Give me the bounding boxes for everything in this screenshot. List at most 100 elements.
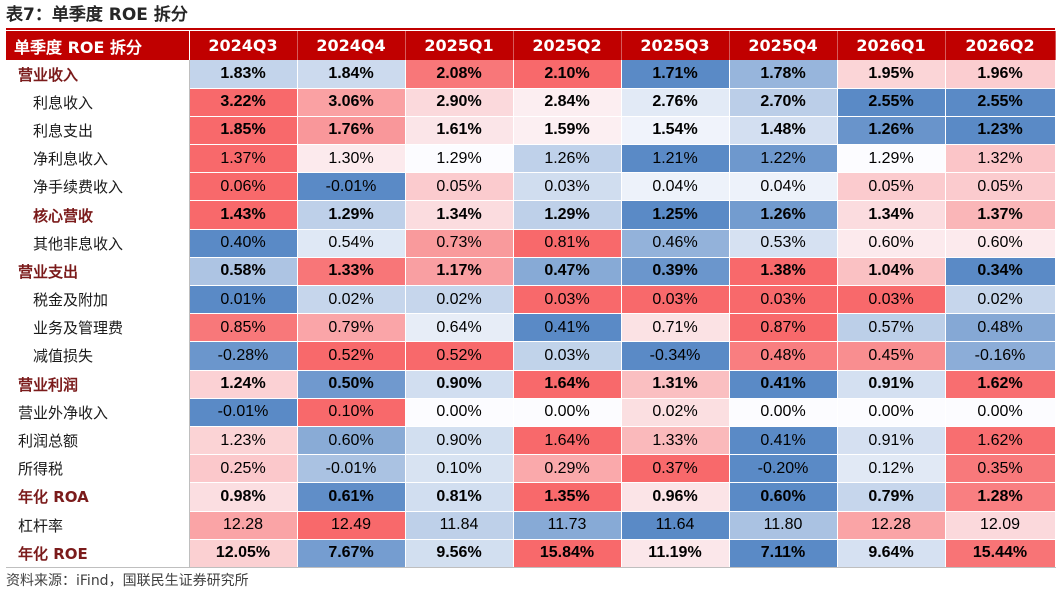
table-row: 税金及附加 0.01% 0.02% 0.02% 0.03% 0.03% 0.03% 0.03%… — [6, 285, 1056, 315]
table-cell: 0.47% — [513, 257, 622, 287]
table-cell: 0.48% — [945, 313, 1056, 343]
table-cell: 0.91% — [837, 370, 946, 399]
table-cell: 2.70% — [729, 88, 838, 117]
table-cell: 0.58% — [189, 257, 298, 287]
table-cell: 0.03% — [513, 172, 622, 202]
table-cell: 0.81% — [513, 229, 622, 258]
table-cell: 0.03% — [729, 285, 838, 315]
table-cell: 0.41% — [513, 313, 622, 343]
table-cell: 11.64 — [621, 511, 730, 540]
table-cell: 0.90% — [405, 426, 514, 456]
table-cell: 0.79% — [837, 482, 946, 512]
table-cell: 11.19% — [621, 539, 730, 568]
table-cell: 1.38% — [729, 257, 838, 287]
table-cell: 12.09 — [945, 511, 1056, 540]
table-cell: 1.78% — [729, 60, 838, 89]
table-cell: 1.62% — [945, 426, 1056, 456]
table-cell: 0.29% — [513, 454, 622, 484]
row-label: 年化 ROE — [6, 539, 190, 568]
table-cell: 1.85% — [189, 116, 298, 146]
table-cell: 0.04% — [729, 172, 838, 202]
table-cell: 0.45% — [837, 341, 946, 371]
table-cell: 0.52% — [297, 341, 406, 371]
table-cell: 0.91% — [837, 426, 946, 456]
table-cell: 1.22% — [729, 144, 838, 174]
table-cell: 0.05% — [405, 172, 514, 202]
table-body: 营业收入 1.83% 1.84% 2.08% 2.10% 1.71% 1.78% 1.95% 1… — [6, 60, 1056, 568]
table-cell: 2.90% — [405, 88, 514, 117]
table-cell: 1.26% — [837, 116, 946, 146]
header-period: 2025Q3 — [621, 31, 730, 60]
header-period: 2024Q4 — [297, 31, 406, 60]
table-cell: 9.56% — [405, 539, 514, 568]
table-cell: 9.64% — [837, 539, 946, 568]
table-cell: 1.29% — [297, 200, 406, 230]
row-label: 业务及管理费 — [6, 313, 190, 342]
table-cell: 0.00% — [405, 398, 514, 427]
table-cell: 2.84% — [513, 88, 622, 117]
header-period: 2026Q1 — [837, 31, 946, 60]
table-row: 利息收入 3.22% 3.06% 2.90% 2.84% 2.76% 2.70% 2.55% 2… — [6, 88, 1056, 117]
row-label: 其他非息收入 — [6, 229, 190, 258]
table-cell: 1.37% — [945, 200, 1056, 230]
table-cell: 1.23% — [945, 116, 1056, 146]
table-cell: 0.41% — [729, 370, 838, 399]
table-cell: 2.10% — [513, 60, 622, 89]
row-label: 净手续费收入 — [6, 172, 190, 201]
table-cell: 11.84 — [405, 511, 514, 540]
table-cell: 1.43% — [189, 200, 298, 230]
table-row: 减值损失 -0.28% 0.52% 0.52% 0.03% -0.34% 0.48% 0.45… — [6, 341, 1056, 371]
table-cell: 0.00% — [837, 398, 946, 427]
table-cell: 0.85% — [189, 313, 298, 343]
table-row: 利润总额 1.23% 0.60% 0.90% 1.64% 1.33% 0.41% 0.91% 1… — [6, 426, 1056, 456]
table-cell: 1.64% — [513, 426, 622, 456]
table-cell: 1.84% — [297, 60, 406, 89]
table-cell: 1.30% — [297, 144, 406, 174]
table-cell: 7.11% — [729, 539, 838, 568]
table-cell: 0.61% — [297, 482, 406, 512]
table-cell: -0.28% — [189, 341, 298, 371]
table-cell: 0.00% — [945, 398, 1056, 427]
table-cell: 0.37% — [621, 454, 730, 484]
table-cell: 0.81% — [405, 482, 514, 512]
table-cell: 0.50% — [297, 370, 406, 399]
table-cell: 0.46% — [621, 229, 730, 258]
table-cell: 1.62% — [945, 370, 1056, 399]
table-cell: 0.01% — [189, 285, 298, 315]
table-cell: 0.71% — [621, 313, 730, 343]
table-cell: 1.29% — [837, 144, 946, 174]
table-cell: 1.21% — [621, 144, 730, 174]
table-cell: 12.49 — [297, 511, 406, 540]
row-label: 利润总额 — [6, 426, 190, 455]
row-label: 营业利润 — [6, 370, 190, 399]
table-cell: 0.73% — [405, 229, 514, 258]
table-cell: 1.28% — [945, 482, 1056, 512]
table-cell: 1.04% — [837, 257, 946, 287]
table-cell: 12.05% — [189, 539, 298, 568]
table-cell: 0.60% — [297, 426, 406, 456]
table-cell: 0.96% — [621, 482, 730, 512]
table-cell: 1.33% — [297, 257, 406, 287]
table-cell: 1.25% — [621, 200, 730, 230]
table-cell: 1.64% — [513, 370, 622, 399]
table-cell: 0.48% — [729, 341, 838, 371]
table-cell: 0.10% — [405, 454, 514, 484]
table-cell: 0.05% — [837, 172, 946, 202]
table-cell: 1.17% — [405, 257, 514, 287]
table-cell: 0.02% — [945, 285, 1056, 315]
table-cell: 1.83% — [189, 60, 298, 89]
table-cell: 1.26% — [513, 144, 622, 174]
table-cell: 0.03% — [621, 285, 730, 315]
table-cell: 0.35% — [945, 454, 1056, 484]
row-label: 所得税 — [6, 454, 190, 483]
table-cell: 0.90% — [405, 370, 514, 399]
table-cell: 0.00% — [729, 398, 838, 427]
header-period: 2026Q2 — [945, 31, 1056, 60]
table-cell: 1.61% — [405, 116, 514, 146]
table-cell: 11.73 — [513, 511, 622, 540]
table-cell: 1.54% — [621, 116, 730, 146]
table-row: 营业收入 1.83% 1.84% 2.08% 2.10% 1.71% 1.78% 1.95% 1… — [6, 60, 1056, 89]
table-cell: 0.04% — [621, 172, 730, 202]
row-label: 减值损失 — [6, 341, 190, 371]
table-cell: -0.01% — [297, 454, 406, 484]
